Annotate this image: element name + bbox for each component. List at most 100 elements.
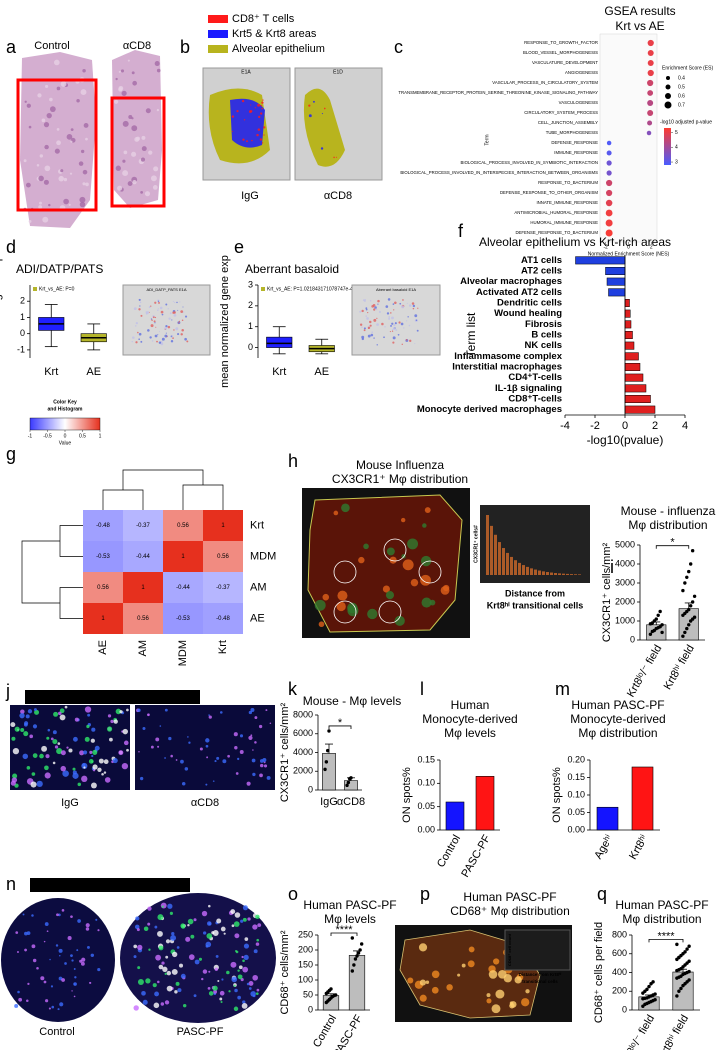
image-texture: [132, 336, 135, 339]
image-texture: [367, 334, 371, 338]
image-texture: [461, 963, 466, 968]
x-tick-label: Control: [435, 833, 463, 870]
image-texture: [250, 104, 252, 106]
image-texture: [131, 125, 138, 132]
image-texture: [80, 149, 85, 154]
image-texture: [392, 327, 396, 330]
image-texture: [321, 113, 323, 115]
data-point: [355, 954, 359, 958]
data-point: [647, 90, 654, 96]
y-tick-label: 5000: [615, 539, 635, 549]
image-texture: [119, 710, 123, 714]
image-texture: [44, 165, 51, 172]
cell-label: 1: [221, 523, 225, 529]
chart-title: ADI/DATP/PATS: [16, 262, 103, 276]
image-texture: [103, 759, 109, 765]
column-label: MDM: [177, 640, 189, 666]
image-texture: [178, 320, 181, 323]
image-texture: [166, 985, 173, 992]
image-texture: [45, 84, 49, 89]
image-texture: [237, 969, 240, 972]
image-texture: [369, 320, 372, 324]
image-texture: [57, 742, 61, 745]
image-texture: [98, 758, 104, 764]
image-texture: [64, 962, 67, 965]
image-texture: [156, 68, 161, 73]
y-tick-label: VASCULATURE_DEVELOPMENT: [532, 60, 598, 65]
image-texture: [369, 324, 372, 327]
data-point: [647, 984, 651, 989]
image-texture: [393, 309, 395, 311]
inset-x-label: Distance from Krt8ʰⁱ: [519, 970, 562, 977]
image-texture: [134, 325, 137, 327]
image-texture: [175, 327, 179, 331]
image-texture: [63, 177, 68, 182]
image-texture: [10, 780, 16, 786]
legend-symbol: [664, 101, 672, 109]
image-texture: [155, 737, 160, 742]
image-texture: [236, 110, 239, 113]
image-texture: [241, 955, 244, 959]
image-texture: [159, 725, 162, 727]
data-point: [323, 767, 327, 772]
image-texture: [183, 311, 185, 313]
image-texture: [358, 556, 365, 564]
data-point: [681, 634, 685, 638]
y-tick-label: CELL_JUNCTION_ASSEMBLY: [538, 120, 598, 125]
image-texture: [70, 915, 73, 919]
image-texture: [36, 966, 39, 970]
image-texture: [167, 308, 169, 310]
image-texture: [31, 944, 36, 949]
image-texture: [251, 758, 256, 763]
data-point: [654, 617, 658, 621]
image-texture: [401, 343, 403, 346]
image-texture: [58, 175, 64, 182]
data-point: [647, 39, 654, 47]
image-texture: [390, 324, 392, 327]
panel-letter: f: [458, 221, 464, 241]
data-point: [329, 987, 333, 991]
data-point: [349, 776, 353, 780]
cell-label: -0.48: [96, 523, 110, 529]
y-axis-label: CD68⁺ cells/mm²: [279, 930, 291, 1014]
legend-label: 0.7: [678, 102, 685, 108]
colorbar-tick-label: 5: [675, 130, 678, 136]
image-texture: [408, 324, 411, 327]
image-texture: [26, 182, 31, 188]
bar: [608, 288, 626, 297]
image-texture: [367, 326, 371, 330]
image-texture: [219, 990, 225, 996]
image-texture: [248, 710, 253, 715]
image-texture: [262, 758, 267, 762]
image-texture: [385, 305, 389, 308]
image-texture: [123, 740, 129, 746]
y-tick-label: BIOLOGICAL_PROCESS_INVOLVED_IN_INTERSPEC…: [400, 170, 598, 175]
image-texture: [60, 765, 66, 772]
image-texture: [164, 328, 166, 330]
data-point: [647, 110, 654, 116]
image-texture: [139, 301, 142, 304]
image-texture: [79, 196, 86, 203]
image-texture: [80, 89, 87, 96]
image-texture: [250, 110, 253, 113]
image-texture: [193, 918, 197, 922]
image-texture: [251, 139, 253, 142]
image-texture: [242, 1000, 246, 1004]
image-texture: [141, 146, 147, 152]
image-texture: [20, 709, 25, 714]
image-texture: [69, 172, 73, 175]
box: [266, 336, 293, 348]
image-texture: [154, 322, 156, 324]
image-texture: [367, 608, 378, 620]
image-texture: [258, 724, 263, 729]
image-texture: [187, 736, 189, 738]
panel-letter: m: [555, 679, 570, 699]
image-texture: [45, 999, 49, 1003]
bar: [624, 405, 656, 414]
x-tick-label: PASC-PF: [459, 833, 493, 880]
image-texture: [231, 115, 235, 118]
image-texture: [361, 309, 364, 313]
colorbar-tick-label: 3: [675, 159, 678, 165]
y-tick-label: Wound healing: [494, 308, 562, 319]
x-tick-label: 0: [627, 244, 630, 250]
